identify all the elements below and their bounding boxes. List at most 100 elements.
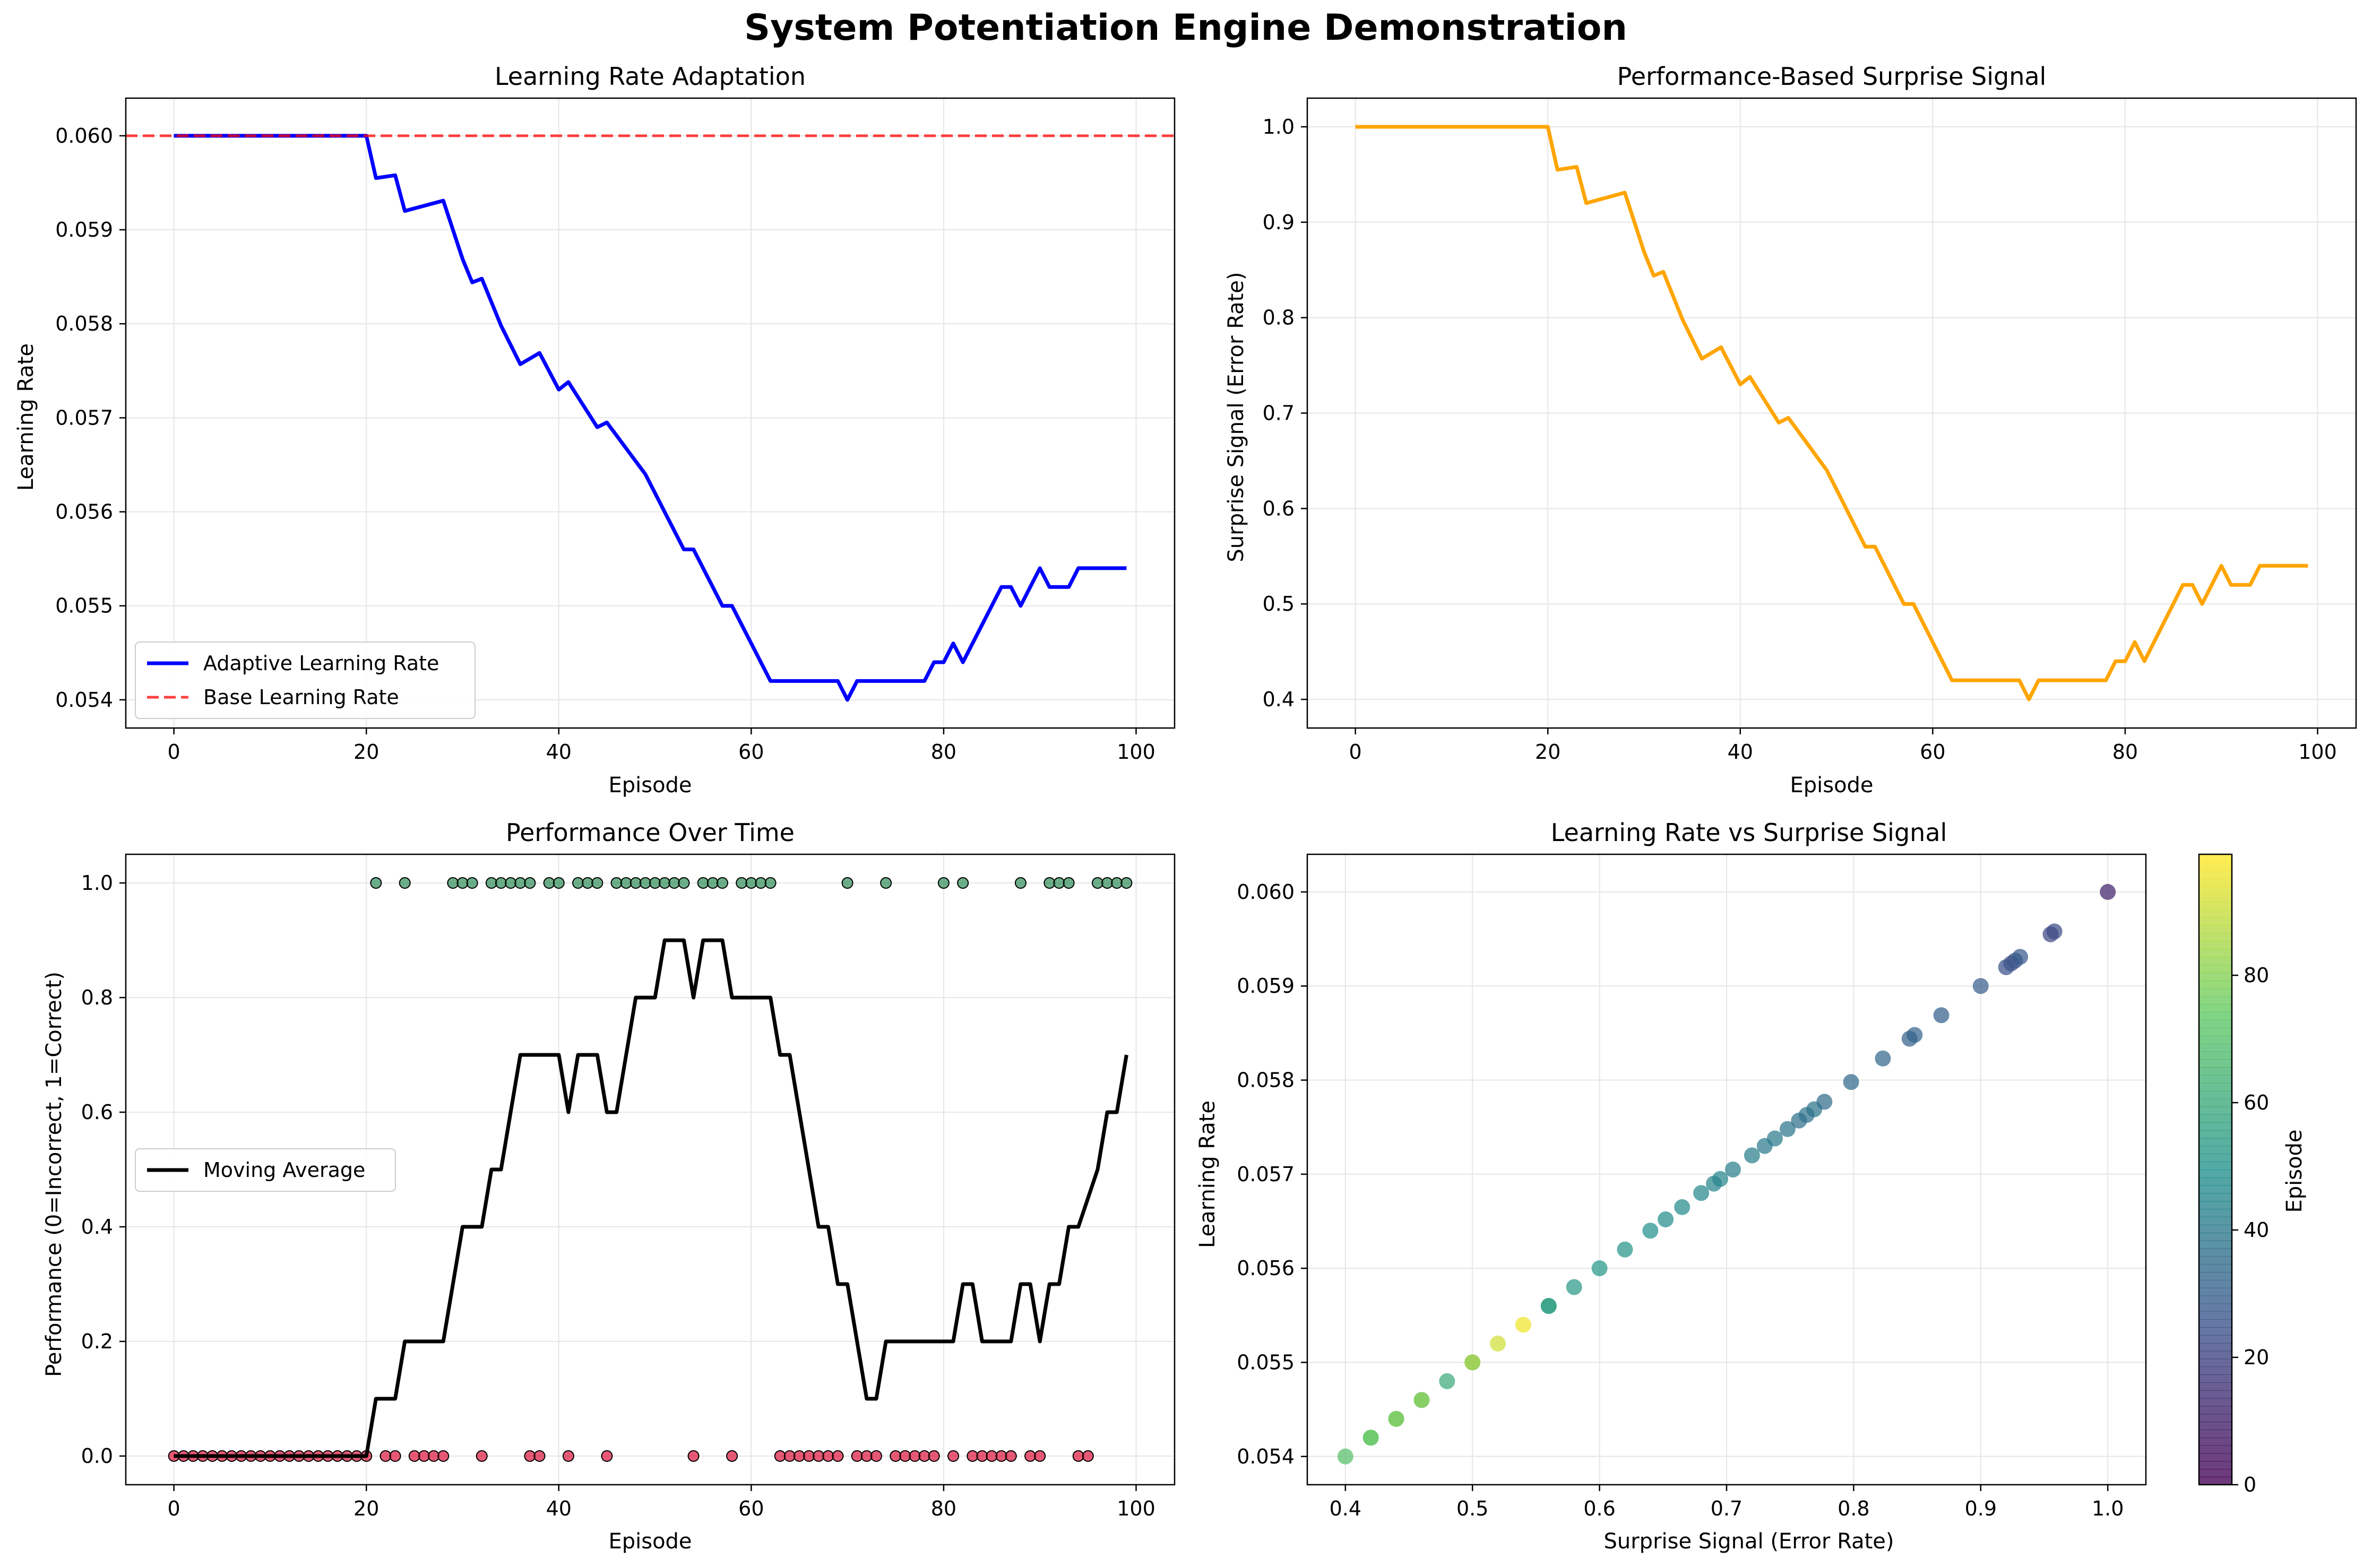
colorbar-segment xyxy=(2199,917,2232,926)
y-tick-label: 1.0 xyxy=(1263,115,1295,138)
colorbar-segment xyxy=(2199,1114,2232,1123)
plot-frame xyxy=(1306,97,2357,729)
scatter-point xyxy=(1756,1138,1773,1154)
scatter-point xyxy=(1566,1279,1582,1295)
x-tick-label: 60 xyxy=(738,1497,764,1520)
colorbar-segment xyxy=(2199,1185,2232,1194)
colorbar-segment xyxy=(2199,1217,2232,1225)
x-tick-label: 60 xyxy=(738,740,764,764)
y-tick-label: 0.5 xyxy=(1263,592,1295,616)
colorbar-segment xyxy=(2199,886,2232,895)
x-tick-label: 100 xyxy=(2298,740,2337,764)
colorbar-segment xyxy=(2199,902,2232,910)
correct-point xyxy=(880,877,892,889)
incorrect-point xyxy=(851,1450,863,1462)
correct-point xyxy=(1014,877,1027,889)
scatter-point xyxy=(2100,883,2116,900)
correct-point xyxy=(755,877,767,889)
panel-title: Performance-Based Surprise Signal xyxy=(1617,62,2047,91)
y-tick-label: 0.058 xyxy=(1237,1069,1295,1092)
plot-frame xyxy=(125,97,1176,729)
colorbar-segment xyxy=(2199,1342,2232,1352)
x-tick-label: 60 xyxy=(1920,740,1945,764)
y-tick-label: 0.059 xyxy=(55,218,113,241)
scatter-point xyxy=(1875,1050,1891,1067)
plot-frame xyxy=(125,853,1176,1486)
y-tick-label: 0.8 xyxy=(1263,306,1295,330)
colorbar-segment xyxy=(2199,1146,2232,1155)
colorbar-segment xyxy=(2199,862,2232,871)
colorbar-segment xyxy=(2199,870,2232,879)
colorbar-tick-label: 40 xyxy=(2244,1218,2269,1242)
correct-point xyxy=(764,877,777,889)
correct-point xyxy=(629,877,642,889)
incorrect-point xyxy=(389,1450,401,1462)
correct-point xyxy=(668,877,680,889)
colorbar-segment xyxy=(2199,1272,2232,1280)
correct-point xyxy=(1111,877,1123,889)
incorrect-point xyxy=(995,1450,1007,1462)
x-tick-label: 20 xyxy=(353,740,379,764)
y-tick-label: 0.056 xyxy=(55,500,113,524)
colorbar-segment xyxy=(2199,1098,2232,1107)
y-tick-label: 0.4 xyxy=(1263,688,1295,711)
colorbar-segment xyxy=(2199,1122,2232,1131)
correct-point xyxy=(649,877,661,889)
colorbar-segment xyxy=(2199,1059,2232,1068)
incorrect-point xyxy=(687,1450,700,1462)
incorrect-point xyxy=(918,1450,930,1462)
colorbar-segment xyxy=(2199,1232,2232,1241)
colorbar-segment xyxy=(2199,933,2232,942)
scatter-point xyxy=(1337,1448,1353,1465)
y-tick-label: 0.0 xyxy=(81,1444,113,1468)
scatter-point xyxy=(1791,1112,1807,1129)
colorbar-segment xyxy=(2199,980,2232,989)
incorrect-point xyxy=(967,1450,979,1462)
colorbar-segment xyxy=(2199,972,2232,981)
x-tick-label: 0 xyxy=(1349,740,1362,764)
colorbar-tick-label: 80 xyxy=(2244,964,2269,987)
legend-label: Adaptive Learning Rate xyxy=(203,652,439,675)
scatter-point xyxy=(1744,1147,1760,1164)
colorbar-segment xyxy=(2199,1090,2232,1099)
incorrect-point xyxy=(986,1450,998,1462)
colorbar-tick-label: 20 xyxy=(2244,1346,2269,1369)
colorbar-segment xyxy=(2199,949,2232,958)
x-tick-label: 20 xyxy=(353,1497,379,1520)
x-tick-label: 20 xyxy=(1535,740,1560,764)
colorbar-segment xyxy=(2199,1461,2232,1470)
scatter-point xyxy=(1362,1430,1379,1446)
incorrect-point xyxy=(822,1450,834,1462)
panel-title: Learning Rate Adaptation xyxy=(495,62,806,91)
colorbar-segment xyxy=(2199,1398,2232,1407)
scatter-point xyxy=(1674,1199,1690,1215)
colorbar-segment xyxy=(2199,1430,2232,1438)
x-tick-label: 80 xyxy=(931,740,956,764)
incorrect-point xyxy=(476,1450,488,1462)
colorbar-segment xyxy=(2199,1279,2232,1288)
colorbar-segment xyxy=(2199,1004,2232,1012)
colorbar-segment xyxy=(2199,1075,2232,1084)
plot-frame xyxy=(1306,853,2147,1486)
incorrect-point xyxy=(1005,1450,1017,1462)
scatter-point xyxy=(1540,1298,1557,1314)
incorrect-point xyxy=(928,1450,940,1462)
colorbar-segment xyxy=(2199,1012,2232,1020)
colorbar-segment xyxy=(2199,1350,2232,1359)
correct-point xyxy=(553,877,565,889)
incorrect-point xyxy=(803,1450,815,1462)
colorbar-segment xyxy=(2199,1019,2232,1028)
colorbar-segment xyxy=(2199,1043,2232,1052)
y-tick-label: 0.4 xyxy=(81,1215,113,1238)
colorbar-segment xyxy=(2199,878,2232,887)
correct-point xyxy=(620,877,632,889)
panel-learning-rate-adaptation: Learning Rate Adaptation Episode Learnin… xyxy=(14,62,1176,798)
scatter-point xyxy=(1515,1316,1531,1333)
colorbar-segment xyxy=(2199,1287,2232,1296)
y-tick-label: 0.054 xyxy=(55,688,113,712)
colorbar-segment xyxy=(2199,909,2232,918)
colorbar-segment xyxy=(2199,964,2232,973)
colorbar-segment xyxy=(2199,1193,2232,1202)
scatter-point xyxy=(1972,978,1989,994)
correct-point xyxy=(524,877,536,889)
